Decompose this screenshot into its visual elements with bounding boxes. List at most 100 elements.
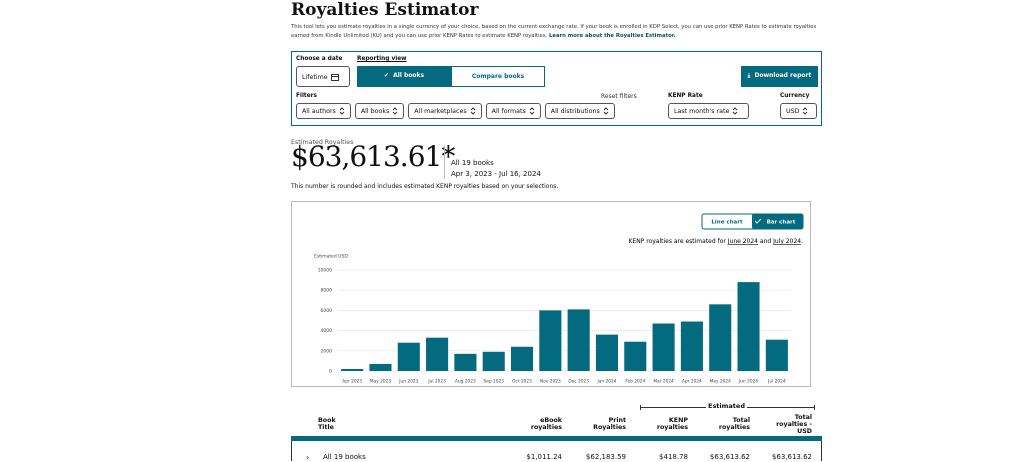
bar	[539, 310, 562, 371]
note-month: June 2024	[727, 238, 758, 245]
bar	[680, 321, 703, 371]
summary-range: Apr 3, 2023 - Jul 16, 2024	[451, 170, 541, 178]
row-cell: $63,613.62	[771, 453, 812, 461]
kenp-value: Last month's rate	[674, 108, 730, 115]
date-label: Choose a date	[296, 56, 343, 62]
bar	[595, 334, 619, 371]
filter-select[interactable]: All formats	[485, 103, 541, 119]
chart-note: KENP royalties are estimated for June 20…	[628, 238, 803, 245]
x-tick-label: May 2024	[710, 379, 731, 385]
x-tick-label: Apr 2023	[342, 379, 362, 385]
toggle-line[interactable]: Line chart	[711, 220, 743, 226]
page-title: Royalties Estimator	[291, 0, 479, 20]
column-header: Total royalties - USD	[776, 414, 812, 435]
currency-label: Currency	[780, 93, 810, 99]
row-cell: $1,011.24	[526, 453, 562, 461]
column-header: Total royalties	[718, 417, 750, 431]
x-tick-label: Jun 2024	[738, 379, 758, 385]
filter-select[interactable]: All books	[354, 103, 405, 119]
bar	[454, 353, 477, 371]
chevron	[339, 107, 345, 115]
bar	[624, 341, 647, 371]
x-tick-label: Aug 2023	[455, 379, 476, 385]
kenp-select[interactable]: Last month's rate	[668, 103, 749, 119]
y-tick-label: 10000	[318, 268, 332, 274]
view-all-books-text: All books	[393, 72, 425, 79]
check-icon	[754, 218, 762, 224]
note-text: KENP royalties are estimated for	[628, 238, 727, 245]
group-tick	[640, 405, 641, 410]
y-tick-label: 4000	[321, 328, 333, 334]
x-tick-label: Jan 2024	[597, 379, 617, 385]
calendar-icon	[330, 74, 339, 81]
header-band	[291, 436, 822, 441]
currency-select[interactable]: USD	[780, 103, 817, 119]
view-compare-books[interactable]: Compare books	[451, 66, 545, 87]
row-cell: $418.78	[659, 453, 688, 461]
x-tick-label: Feb 2024	[625, 379, 645, 385]
x-tick-label: Nov 2023	[540, 379, 561, 385]
divider	[444, 145, 445, 179]
bar	[510, 346, 534, 371]
x-tick-label: Jun 2023	[398, 379, 418, 385]
summary-books: All 19 books	[451, 159, 494, 167]
date-select[interactable]: Lifetime	[296, 66, 350, 87]
filter-select[interactable]: All authors	[296, 103, 351, 119]
bar	[709, 304, 732, 371]
x-tick-label: Jul 2023	[427, 379, 446, 385]
currency-value: USD	[786, 108, 800, 115]
view-all-books[interactable]: ✔ All books	[357, 66, 451, 87]
y-tick-label: 2000	[321, 348, 333, 354]
column-header: eBook royalties	[530, 417, 562, 431]
bar	[765, 339, 788, 371]
chevron	[529, 107, 535, 115]
note-text: .	[801, 238, 803, 245]
filter-select[interactable]: All marketplaces	[408, 103, 482, 119]
table-border	[821, 441, 822, 461]
description: This tool lets you estimate royalties in…	[291, 23, 821, 41]
y-tick-label: 8000	[321, 288, 333, 294]
summary-note: This number is rounded and includes esti…	[291, 183, 559, 190]
filter-row: All authors All books All marketplaces All …	[296, 103, 615, 119]
date-value: Lifetime	[302, 74, 328, 81]
row-cell: $63,613.62	[709, 453, 750, 461]
toggle-bar[interactable]: Bar chart	[767, 220, 796, 226]
bar	[737, 282, 760, 371]
x-tick-label: Mar 2024	[653, 379, 674, 385]
column-header: Book Title	[318, 417, 336, 431]
y-tick-label: 6000	[321, 308, 333, 314]
x-tick-label: Jul 2024	[767, 379, 786, 385]
summary-label: Estimated Royalties	[291, 139, 354, 146]
group-header: Estimated	[706, 402, 747, 410]
view-label: Reporting view	[357, 56, 407, 62]
bar	[482, 351, 505, 371]
kenp-label: KENP Rate	[668, 93, 703, 99]
chart: Line chart Bar chart KENP royalties are …	[291, 201, 811, 387]
learn-more-link[interactable]: Learn more about the Royalties Estimator…	[549, 33, 676, 39]
filter-value: All authors	[302, 108, 336, 115]
filter-value: All distributions	[550, 108, 600, 115]
chevron	[803, 107, 808, 115]
download-button[interactable]: ⤓ Download report	[741, 66, 818, 87]
x-tick-label: Sep 2023	[484, 379, 505, 385]
reset-filters[interactable]: Reset filters	[601, 93, 637, 100]
x-tick-label: Dec 2023	[568, 379, 589, 385]
filter-value: All books	[360, 108, 390, 115]
y-axis-label: Estimated USD	[314, 254, 348, 260]
expand-icon[interactable]: ›	[306, 453, 310, 462]
toggle-active	[752, 214, 803, 229]
bar	[341, 368, 364, 371]
row-cell: $62,183.59	[585, 453, 626, 461]
column-header: Print Royalties	[593, 417, 626, 431]
bar	[397, 342, 420, 371]
bar	[369, 363, 392, 371]
row-title: All 19 books	[323, 453, 366, 461]
filter-value: All marketplaces	[414, 108, 467, 115]
controls-panel	[291, 51, 822, 126]
column-header: KENP royalties	[656, 417, 688, 431]
x-tick-label: May 2023	[370, 379, 391, 385]
chevron	[392, 107, 398, 115]
bar	[426, 337, 449, 371]
filter-select[interactable]: All distributions	[544, 103, 615, 119]
